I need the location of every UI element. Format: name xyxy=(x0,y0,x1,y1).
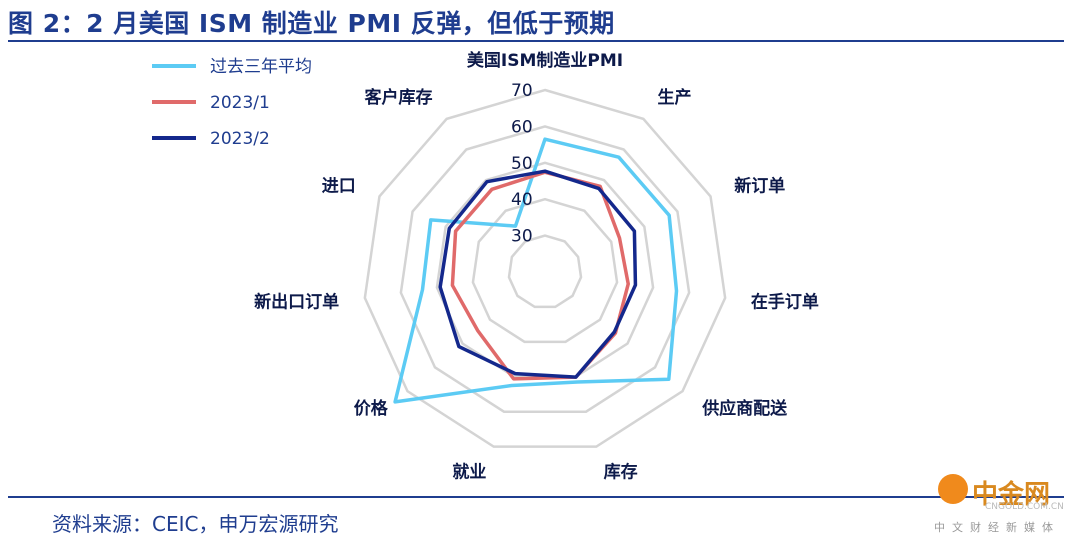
series-line-3 xyxy=(438,169,638,379)
watermark-tagline: 中文财经新媒体 xyxy=(934,521,1060,534)
legend-label: 2023/2 xyxy=(210,129,270,149)
legend: 过去三年平均 2023/1 2023/2 xyxy=(152,57,312,149)
legend-label: 过去三年平均 xyxy=(210,57,312,77)
axis-label: 在手订单 xyxy=(751,292,819,313)
radial-tick-labels: 30 40 50 60 70 xyxy=(511,81,533,247)
watermark-logo-icon xyxy=(938,474,968,504)
radar-series xyxy=(393,137,679,404)
axis-label: 进口 xyxy=(322,177,356,197)
grid-ring xyxy=(435,161,655,379)
axis-label: 美国ISM制造业PMI xyxy=(467,50,623,71)
axis-label: 供应商配送 xyxy=(701,398,788,419)
series-line-1 xyxy=(393,137,679,404)
grid-ring xyxy=(507,234,583,309)
grid-ring xyxy=(363,88,727,448)
axis-label: 就业 xyxy=(452,462,486,483)
source-note: 资料来源：CEIC，申万宏源研究 xyxy=(52,512,339,536)
chart-title: 图 2：2 月美国 ISM 制造业 PMI 反弹，但低于预期 xyxy=(8,9,615,38)
radial-tick-label: 40 xyxy=(511,190,533,210)
series-line-2 xyxy=(450,170,630,381)
watermark-brand: 中金网 xyxy=(972,480,1051,510)
axis-label: 价格 xyxy=(354,398,389,419)
radial-tick-label: 60 xyxy=(511,117,533,137)
title-divider xyxy=(8,40,1064,42)
radial-tick-label: 30 xyxy=(511,227,533,247)
grid-ring xyxy=(471,197,619,344)
axis-label: 生产 xyxy=(657,87,691,108)
axis-label: 新订单 xyxy=(734,176,785,197)
radial-tick-label: 50 xyxy=(511,154,533,174)
footer-divider xyxy=(8,496,1064,498)
watermark-url: CNGOLD.COM.CN xyxy=(985,502,1064,512)
legend-label: 2023/1 xyxy=(210,93,270,113)
radial-tick-label: 70 xyxy=(511,81,533,101)
axis-label: 客户库存 xyxy=(364,87,433,108)
axis-label: 新出口订单 xyxy=(254,292,339,313)
grid-ring xyxy=(399,125,691,413)
axis-label: 库存 xyxy=(604,462,638,483)
